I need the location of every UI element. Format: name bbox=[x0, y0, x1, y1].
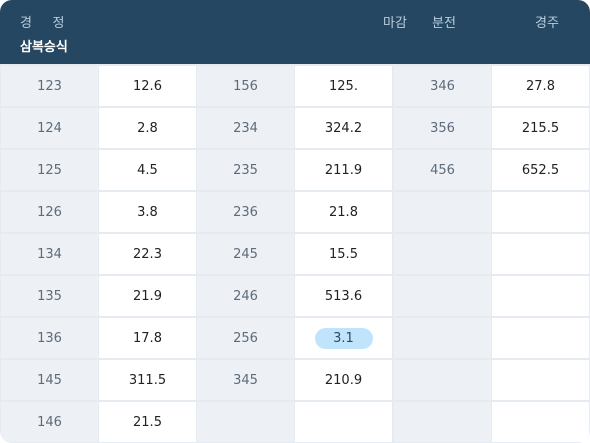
odds-cell bbox=[492, 234, 589, 274]
combo-cell: 125 bbox=[1, 150, 98, 190]
combo-cell: 345 bbox=[197, 360, 294, 400]
odds-cell[interactable]: 215.5 bbox=[492, 108, 589, 148]
deadline-label: 마감 bbox=[383, 16, 407, 31]
odds-cell bbox=[295, 402, 392, 442]
odds-cell[interactable]: 311.5 bbox=[99, 360, 196, 400]
race-label: 경주 bbox=[535, 16, 559, 31]
odds-cell[interactable]: 17.8 bbox=[99, 318, 196, 358]
highlight-pill: 3.1 bbox=[314, 327, 373, 349]
odds-cell[interactable]: 21.9 bbox=[99, 276, 196, 316]
odds-cell[interactable]: 27.8 bbox=[492, 66, 589, 106]
combo-cell: 145 bbox=[1, 360, 98, 400]
combo-cell: 124 bbox=[1, 108, 98, 148]
odds-cell bbox=[492, 402, 589, 442]
combo-cell bbox=[394, 276, 491, 316]
odds-cell[interactable]: 210.9 bbox=[295, 360, 392, 400]
combo-cell bbox=[394, 360, 491, 400]
odds-cell[interactable]: 22.3 bbox=[99, 234, 196, 274]
odds-cell[interactable]: 3.8 bbox=[99, 192, 196, 232]
combo-cell bbox=[394, 318, 491, 358]
odds-cell[interactable]: 125. bbox=[295, 66, 392, 106]
tab-label-2[interactable]: 정 bbox=[52, 16, 65, 31]
odds-cell[interactable]: 21.8 bbox=[295, 192, 392, 232]
combo-cell: 234 bbox=[197, 108, 294, 148]
tab-label-1[interactable]: 경 bbox=[20, 16, 33, 31]
odds-cell[interactable]: 324.2 bbox=[295, 108, 392, 148]
combo-cell: 123 bbox=[1, 66, 98, 106]
odds-cell[interactable]: 4.5 bbox=[99, 150, 196, 190]
combo-cell: 235 bbox=[197, 150, 294, 190]
combo-cell bbox=[197, 402, 294, 442]
combo-cell: 236 bbox=[197, 192, 294, 232]
odds-cell-highlight[interactable]: 3.1 bbox=[295, 318, 392, 358]
bet-type-title: 삼복승식 bbox=[20, 40, 68, 55]
minutes-label: 분전 bbox=[432, 16, 456, 31]
combo-cell: 156 bbox=[197, 66, 294, 106]
odds-cell bbox=[492, 276, 589, 316]
combo-cell: 245 bbox=[197, 234, 294, 274]
odds-cell bbox=[492, 192, 589, 232]
combo-cell: 346 bbox=[394, 66, 491, 106]
odds-cell[interactable]: 12.6 bbox=[99, 66, 196, 106]
combo-cell: 456 bbox=[394, 150, 491, 190]
combo-cell: 356 bbox=[394, 108, 491, 148]
odds-cell bbox=[492, 318, 589, 358]
combo-cell: 135 bbox=[1, 276, 98, 316]
combo-cell bbox=[394, 234, 491, 274]
combo-cell bbox=[394, 402, 491, 442]
odds-cell bbox=[492, 360, 589, 400]
odds-cell[interactable]: 211.9 bbox=[295, 150, 392, 190]
odds-cell[interactable]: 513.6 bbox=[295, 276, 392, 316]
combo-cell: 126 bbox=[1, 192, 98, 232]
combo-cell bbox=[394, 192, 491, 232]
combo-cell: 136 bbox=[1, 318, 98, 358]
odds-grid: 123 12.6 124 2.8 125 4.5 126 3.8 134 22.3 135 21.9 1… bbox=[0, 64, 590, 443]
combo-cell: 246 bbox=[197, 276, 294, 316]
odds-cell[interactable]: 21.5 bbox=[99, 402, 196, 442]
combo-cell: 134 bbox=[1, 234, 98, 274]
odds-cell[interactable]: 652.5 bbox=[492, 150, 589, 190]
combo-cell: 256 bbox=[197, 318, 294, 358]
combo-cell: 146 bbox=[1, 402, 98, 442]
odds-cell[interactable]: 15.5 bbox=[295, 234, 392, 274]
odds-cell[interactable]: 2.8 bbox=[99, 108, 196, 148]
